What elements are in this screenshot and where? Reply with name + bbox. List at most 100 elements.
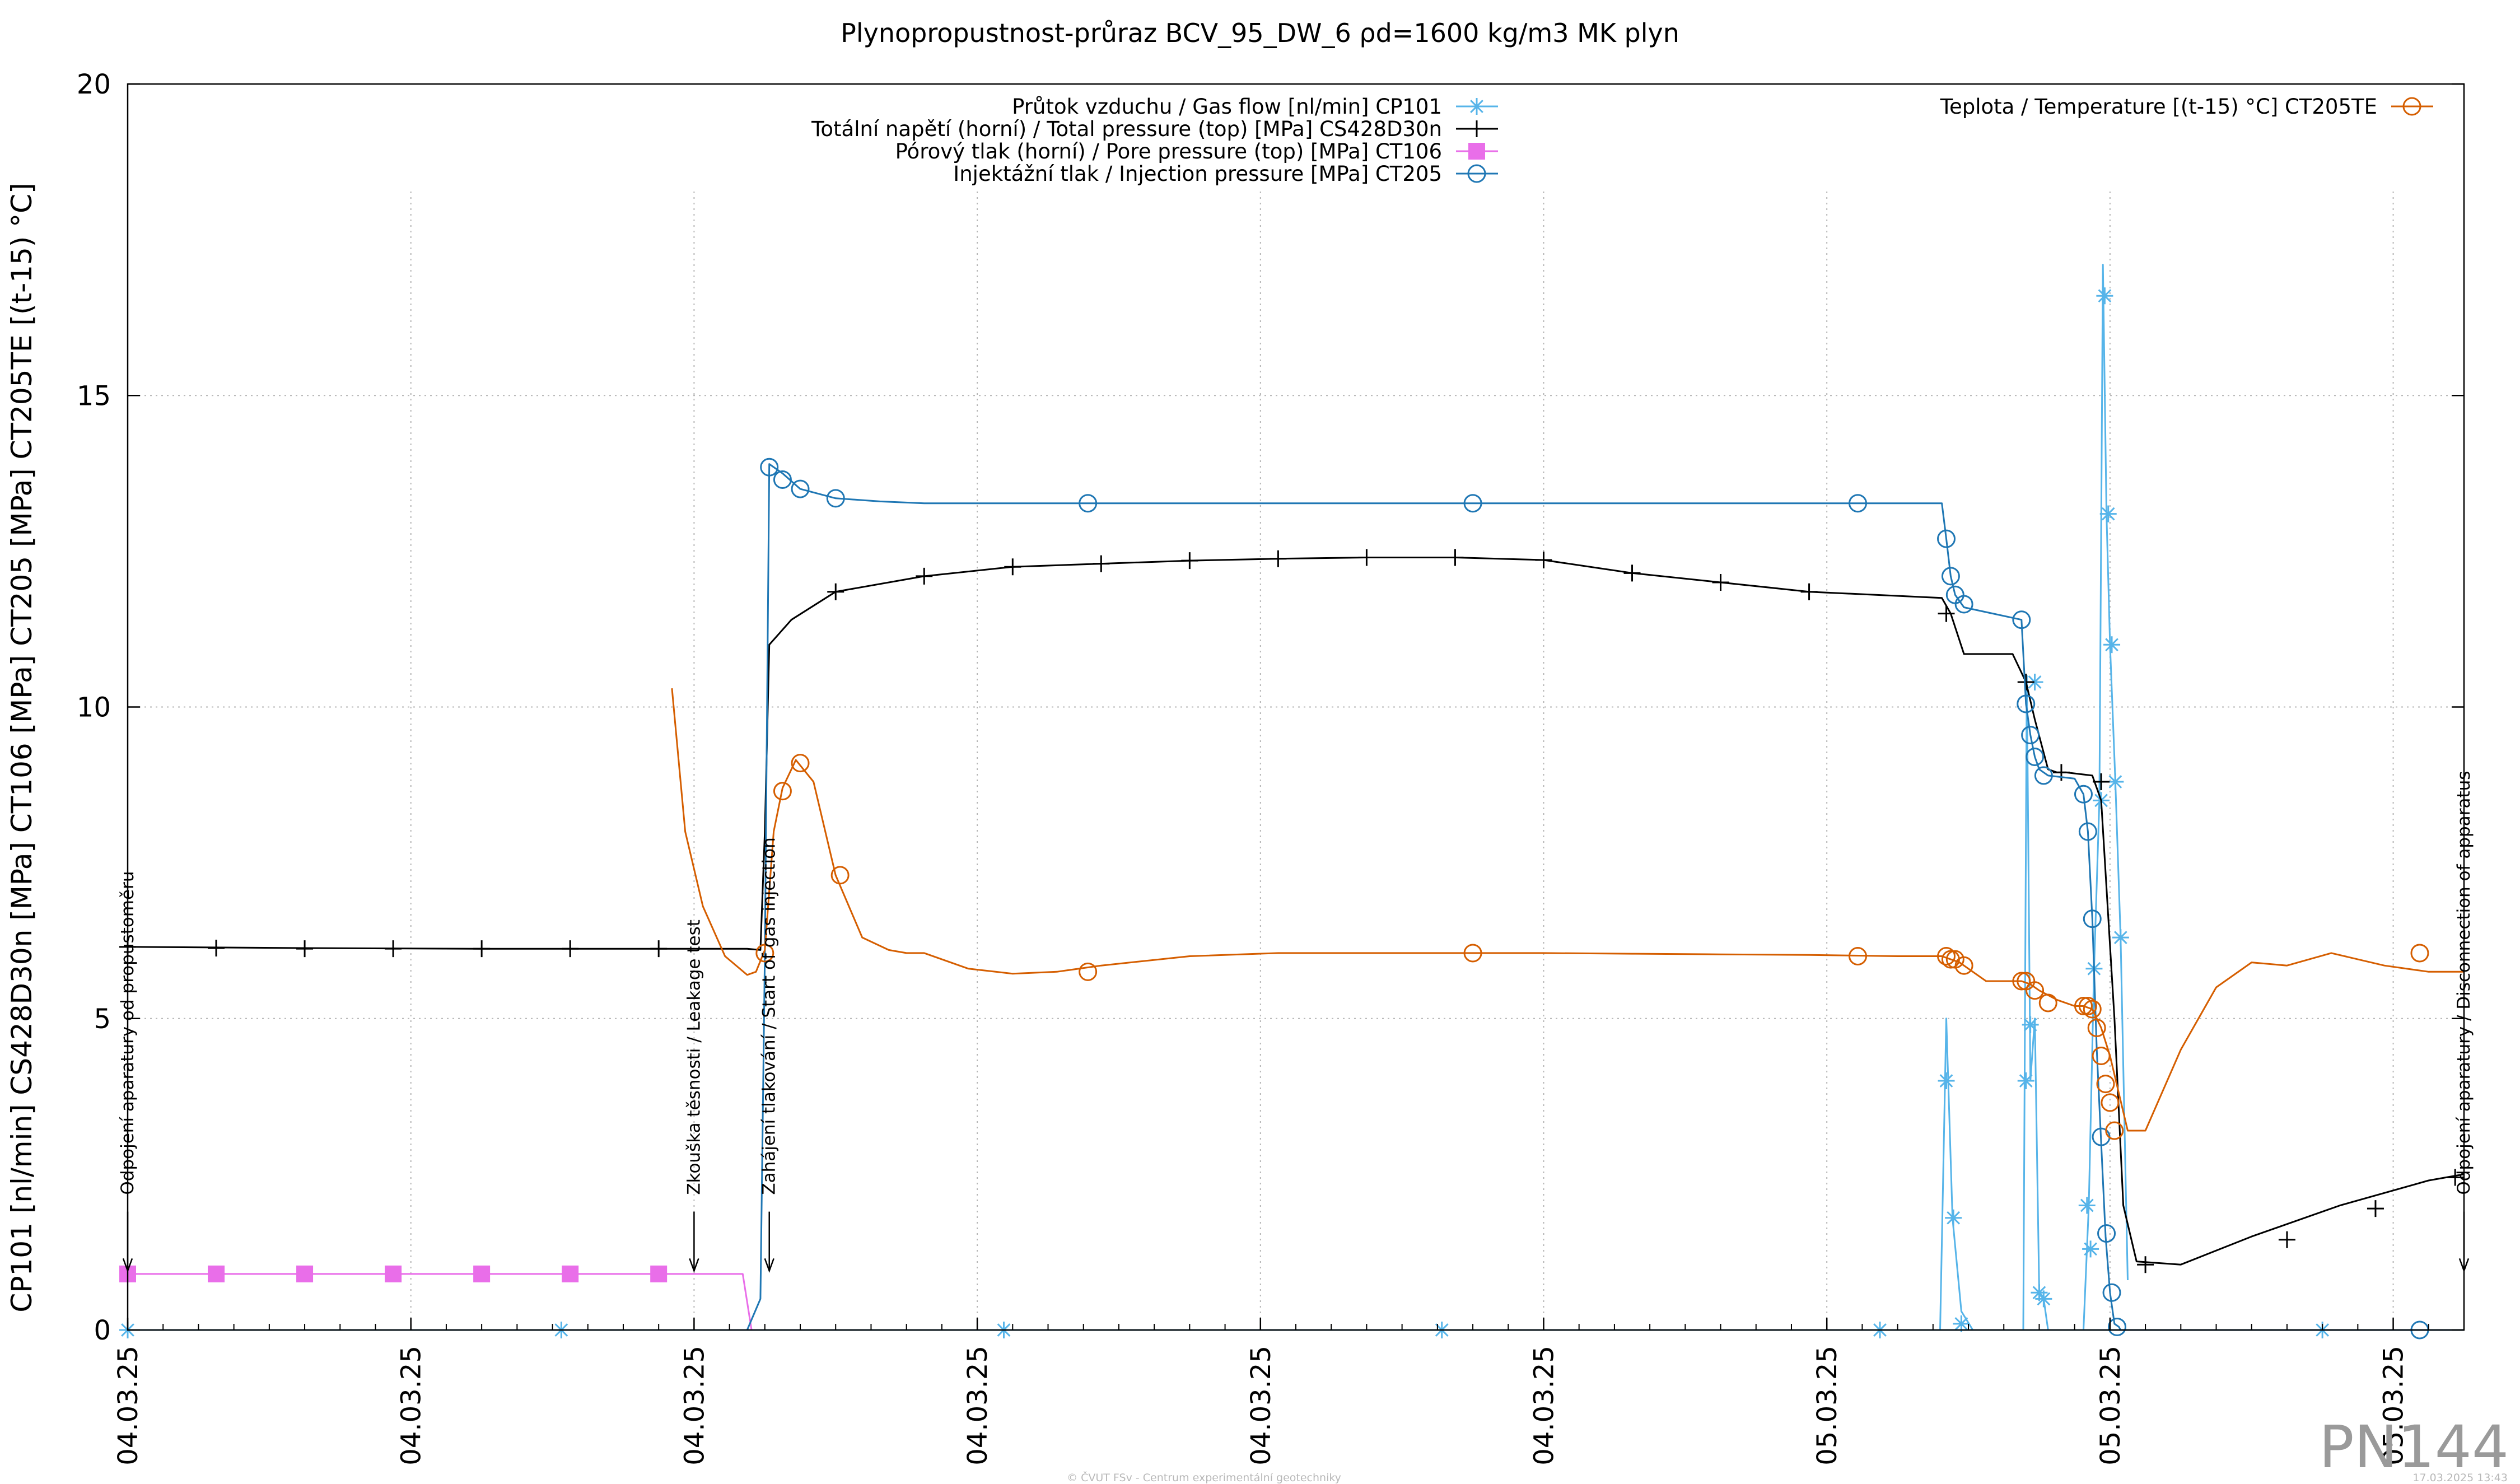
asterisk-marker xyxy=(2026,674,2043,690)
asterisk-marker xyxy=(2022,1016,2039,1033)
circle-marker xyxy=(2105,1121,2124,1140)
asterisk-marker xyxy=(2017,1072,2034,1089)
circle-marker xyxy=(2108,1317,2127,1336)
plus-marker xyxy=(1535,551,1552,568)
plus-marker xyxy=(2447,1169,2464,1186)
legend-label: Totální napětí (horní) / Total pressure … xyxy=(811,117,1442,141)
plus-marker xyxy=(2093,773,2110,790)
square-marker xyxy=(385,1265,402,1282)
plus-marker xyxy=(827,583,844,600)
plus-marker xyxy=(2278,1231,2295,1248)
circle-marker xyxy=(2097,1224,2116,1243)
asterisk-marker xyxy=(2078,1197,2096,1214)
circle-marker xyxy=(2026,981,2045,1000)
circle-marker xyxy=(2102,1283,2121,1302)
asterisk-marker xyxy=(2112,929,2129,946)
circle-marker xyxy=(1954,956,1973,975)
plus-marker xyxy=(296,940,314,958)
plus-marker xyxy=(916,567,933,585)
plus-marker xyxy=(1270,550,1287,567)
circle-marker xyxy=(2074,785,2093,804)
series-spike xyxy=(2083,264,2129,1331)
legend-label: Teplota / Temperature [(t-15) °C] CT205T… xyxy=(1940,95,2377,119)
legend-label: Průtok vzduchu / Gas flow [nl/min] CP101 xyxy=(1012,95,1442,119)
y-tick-label: 15 xyxy=(77,380,111,412)
circle-marker xyxy=(1937,529,1956,548)
asterisk-marker xyxy=(2096,287,2113,305)
axes: 0 5 10 15 20 04.03.25 04.03.25 04.03.25 04.03.25… xyxy=(77,69,2465,1466)
plus-marker xyxy=(208,940,225,957)
plus-marker xyxy=(562,940,579,958)
plus-marker xyxy=(473,940,491,958)
circle-marker xyxy=(2402,97,2421,116)
circle-marker xyxy=(791,479,810,498)
plus-marker xyxy=(1712,574,1729,591)
series-line xyxy=(671,688,2464,1132)
circle-marker xyxy=(1941,567,1960,586)
circle-marker xyxy=(2012,610,2031,629)
circle-marker xyxy=(826,489,845,508)
circle-marker xyxy=(755,944,774,963)
asterisk-marker xyxy=(2082,1240,2099,1258)
circle-marker xyxy=(2017,694,2036,713)
square-marker xyxy=(1468,143,1485,160)
annotation-label: Odpojení aparatury / Disconnection of ap… xyxy=(2454,771,2474,1195)
plus-marker xyxy=(2367,1200,2384,1217)
y-tick-label: 20 xyxy=(77,69,111,100)
asterisk-marker xyxy=(1945,1209,1962,1226)
asterisk-marker xyxy=(2031,1284,2048,1301)
y-axis-title: CP101 [nl/min] CS428D30n [MPa] CT106 [MP… xyxy=(6,183,38,1312)
square-marker xyxy=(650,1265,668,1282)
annotation-label: Odpojení aparatury od propustoměru xyxy=(118,871,138,1194)
x-tick-label: 04.03.25 xyxy=(113,1346,144,1466)
x-tick-label: 04.03.25 xyxy=(1528,1346,1560,1466)
y-tick-label: 0 xyxy=(94,1315,111,1346)
circle-marker xyxy=(1463,494,1482,513)
plus-marker xyxy=(1358,549,1375,566)
x-tick-label: 04.03.25 xyxy=(396,1346,427,1466)
circle-marker xyxy=(2083,909,2102,928)
circle-marker xyxy=(2012,972,2031,991)
plus-marker xyxy=(1800,583,1818,600)
chart-title: Plynopropustnost-průraz BCV_95_DW_6 ρd=1… xyxy=(841,18,1679,48)
annotation-arrowhead xyxy=(122,1258,133,1273)
circle-marker xyxy=(2410,944,2429,963)
series-4 xyxy=(671,688,2464,1140)
plus-marker xyxy=(1181,552,1198,570)
circle-marker xyxy=(1848,494,1867,513)
plus-marker xyxy=(1938,605,1955,622)
circle-marker xyxy=(2101,1093,2120,1112)
square-marker xyxy=(208,1265,225,1282)
x-tick-label: 04.03.25 xyxy=(962,1346,993,1466)
annotation-label: Zahájení tlakování / Start of gas inject… xyxy=(759,837,780,1194)
plus-marker xyxy=(1623,564,1641,582)
footer-timestamp: 17.03.2025 13:43 xyxy=(2412,1472,2508,1484)
plus-marker xyxy=(1004,558,1021,576)
annotation-label: Zkouška těsnosti / Leakage test xyxy=(684,920,704,1195)
circle-marker xyxy=(2034,766,2053,785)
watermark-text: PN144 xyxy=(2319,1413,2509,1481)
circle-marker xyxy=(2092,1047,2111,1065)
circle-marker xyxy=(1848,947,1867,965)
series-line xyxy=(128,1273,753,1331)
circle-marker xyxy=(830,866,850,885)
circle-marker xyxy=(2087,1018,2106,1037)
annotation-arrowhead xyxy=(2458,1258,2470,1273)
asterisk-marker xyxy=(1953,1315,1970,1332)
x-tick-label: 05.03.25 xyxy=(2378,1346,2410,1466)
circle-marker xyxy=(760,458,779,477)
asterisk-marker xyxy=(2035,1290,2052,1308)
circle-marker xyxy=(773,782,792,801)
circle-marker xyxy=(2078,997,2097,1015)
circle-marker xyxy=(1937,947,1956,965)
circle-marker xyxy=(2038,993,2057,1012)
series-2 xyxy=(119,1265,753,1331)
circle-marker xyxy=(1954,595,1973,614)
circle-marker xyxy=(1079,494,1098,513)
legend-label: Pórový tlak (horní) / Pore pressure (top… xyxy=(895,139,1442,164)
circle-marker xyxy=(1463,944,1482,963)
square-marker xyxy=(296,1265,314,1282)
plus-marker xyxy=(2137,1256,2154,1273)
annotation-arrowhead xyxy=(764,1258,774,1273)
